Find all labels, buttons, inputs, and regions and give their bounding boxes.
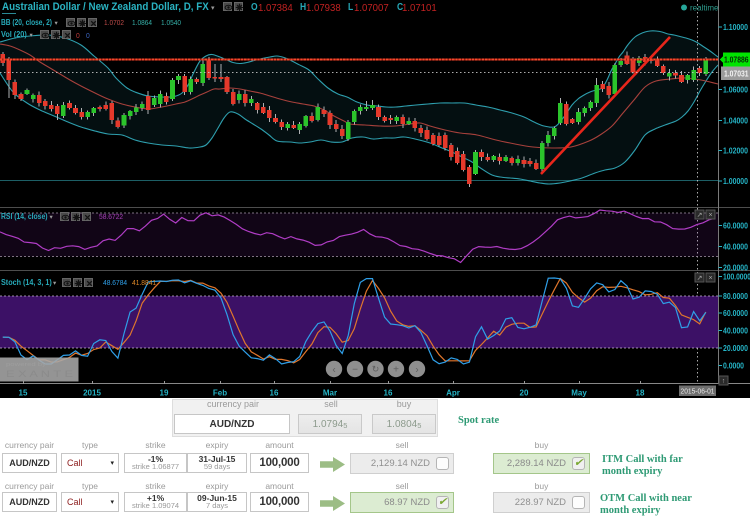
svg-text:1.00000: 1.00000 [723, 176, 748, 186]
svg-text:1.04000: 1.04000 [723, 115, 748, 125]
svg-text:Feb: Feb [213, 389, 227, 398]
svg-text:40.0000: 40.0000 [723, 326, 748, 336]
svg-text:1.07031: 1.07031 [724, 69, 749, 78]
svg-text:↻: ↻ [372, 364, 380, 374]
svg-text:›: › [415, 364, 418, 375]
svg-text:−: − [352, 364, 358, 375]
svg-text:16: 16 [384, 389, 393, 398]
svg-text:0.0000: 0.0000 [723, 360, 744, 370]
svg-text:16: 16 [270, 389, 279, 398]
svg-text:18: 18 [636, 389, 645, 398]
svg-text:realtime: realtime [690, 4, 719, 13]
svg-text:‹: ‹ [332, 364, 335, 375]
svg-text:↗: ↗ [697, 212, 703, 219]
svg-text:×: × [708, 275, 712, 282]
svg-text:2015: 2015 [83, 389, 101, 398]
svg-text:80.0000: 80.0000 [723, 291, 748, 301]
svg-text:E X A N T E: E X A N T E [6, 369, 73, 380]
svg-text:19: 19 [160, 389, 169, 398]
svg-text:2015-06-01: 2015-06-01 [681, 387, 715, 396]
svg-text:May: May [571, 389, 587, 398]
svg-text:100.0000: 100.0000 [723, 272, 750, 282]
svg-text:60.0000: 60.0000 [723, 308, 748, 318]
svg-text:Mar: Mar [323, 389, 337, 398]
svg-text:×: × [708, 212, 712, 219]
svg-text:+: + [393, 364, 399, 375]
svg-text:40.0000: 40.0000 [723, 241, 748, 251]
svg-text:15: 15 [19, 389, 28, 398]
svg-text:↗: ↗ [697, 275, 703, 282]
svg-text:1.07886: 1.07886 [724, 56, 749, 65]
svg-text:1.10000: 1.10000 [723, 22, 748, 32]
svg-text:60.0000: 60.0000 [723, 221, 748, 231]
svg-text:1.06000: 1.06000 [723, 85, 748, 95]
svg-text:20: 20 [520, 389, 529, 398]
svg-text:powered by: powered by [6, 362, 46, 368]
svg-text:Apr: Apr [446, 389, 460, 398]
svg-text:20.0000: 20.0000 [723, 263, 748, 273]
svg-text:↑: ↑ [722, 378, 726, 385]
svg-text:20.0000: 20.0000 [723, 343, 748, 353]
svg-text:1.02000: 1.02000 [723, 146, 748, 156]
